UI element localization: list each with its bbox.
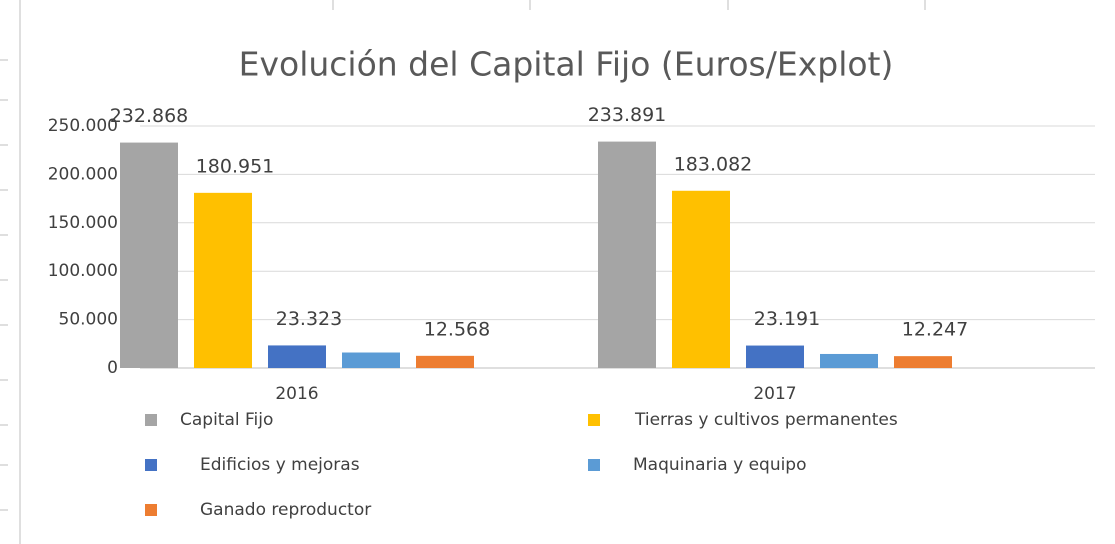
bar — [746, 345, 804, 368]
legend-swatch — [145, 459, 157, 471]
legend-label: Maquinaria y equipo — [633, 455, 807, 475]
y-tick-label: 250.000 — [48, 116, 118, 136]
data-label: 232.868 — [110, 105, 189, 127]
y-tick-label: 150.000 — [48, 213, 118, 233]
bar — [342, 352, 400, 368]
y-tick-label: 200.000 — [48, 164, 118, 184]
y-tick-label: 0 — [107, 358, 118, 378]
bar — [120, 142, 178, 368]
data-label: 12.247 — [902, 319, 968, 341]
bar — [894, 356, 952, 368]
data-label: 183.082 — [674, 153, 753, 175]
data-label: 233.891 — [588, 104, 667, 126]
legend-label: Edificios y mejoras — [200, 455, 360, 475]
legend-label: Tierras y cultivos permanentes — [634, 410, 898, 430]
frame — [0, 0, 926, 544]
bar — [416, 355, 474, 368]
y-tick-label: 50.000 — [59, 310, 118, 330]
legend-swatch — [145, 414, 157, 426]
data-label: 180.951 — [196, 155, 275, 177]
legend-swatch — [588, 459, 600, 471]
bar — [820, 353, 878, 368]
data-label: 23.323 — [276, 308, 342, 330]
legend-swatch — [145, 504, 157, 516]
x-tick-label: 2016 — [275, 384, 318, 404]
bar — [194, 192, 252, 368]
bar — [598, 141, 656, 368]
data-label: 12.568 — [424, 318, 490, 340]
legend-label: Capital Fijo — [180, 410, 273, 430]
chart-title: Evolución del Capital Fijo (Euros/Explot… — [239, 45, 894, 84]
legend-swatch — [588, 414, 600, 426]
legend-label: Ganado reproductor — [200, 500, 371, 520]
bar — [268, 345, 326, 368]
x-tick-label: 2017 — [753, 384, 796, 404]
bar — [672, 190, 730, 368]
y-tick-label: 100.000 — [48, 261, 118, 281]
data-label: 23.191 — [754, 308, 820, 330]
